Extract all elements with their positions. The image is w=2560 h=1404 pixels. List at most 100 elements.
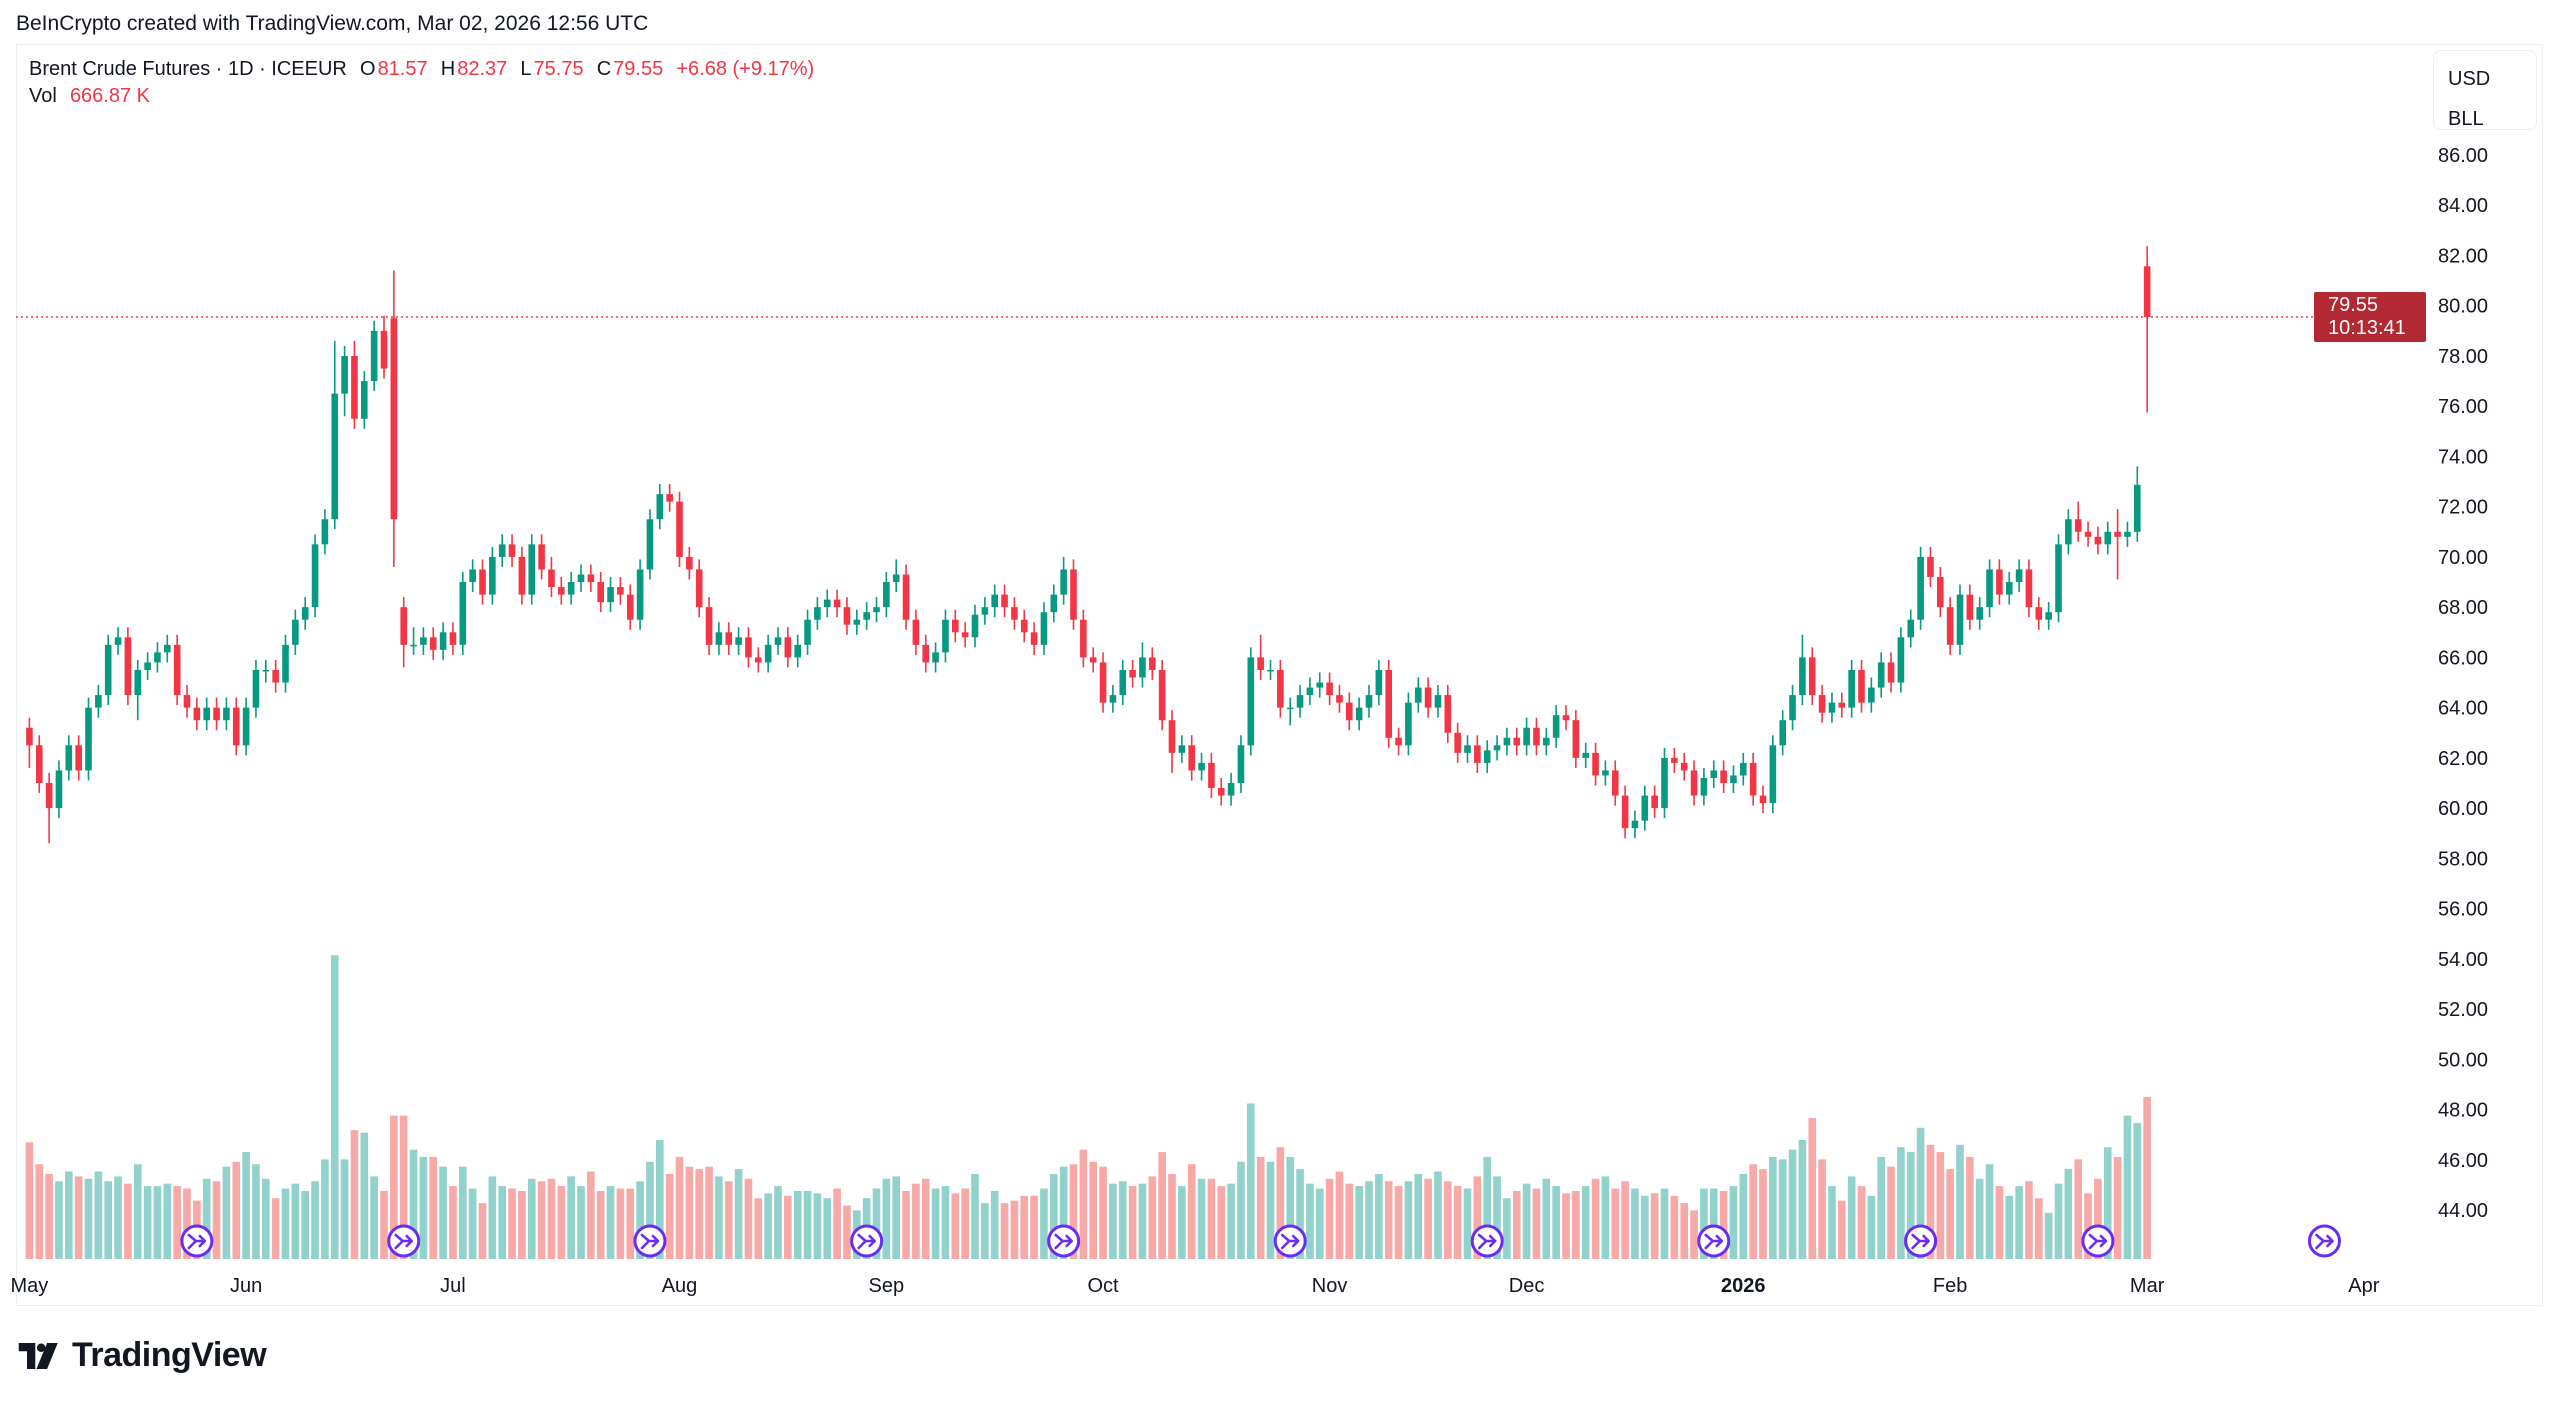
candle-body (65, 745, 73, 771)
candle-body (1513, 737, 1521, 746)
volume-bar (527, 1178, 536, 1259)
candle (558, 577, 565, 605)
volume-bar (1936, 1152, 1945, 1259)
rollover-event-icon[interactable] (180, 1224, 214, 1258)
volume-bar (912, 1183, 920, 1259)
volume-bar (1985, 1164, 1994, 1259)
candle (2045, 602, 2052, 630)
candle (518, 546, 526, 605)
candle-body (1099, 662, 1107, 703)
volume-bar (1838, 1200, 1846, 1259)
candle-body (2074, 519, 2082, 532)
volume-bar (547, 1178, 556, 1259)
candle (1848, 659, 1855, 718)
time-axis: May Jun Jul Aug Sep Oct Nov Dec 2026 Feb Mar Apr (11, 1275, 2380, 1297)
price-tick-label: 60.00 (2438, 798, 2488, 820)
candle (114, 627, 122, 655)
volume-bar (153, 1186, 162, 1259)
rollover-event-icon[interactable] (633, 1224, 667, 1258)
candle-body (607, 587, 614, 603)
candle (1139, 642, 1146, 688)
symbol-name[interactable]: Brent Crude Futures · 1D · ICEEUR (29, 58, 347, 80)
volume-bar (183, 1188, 191, 1259)
volume-bar (1709, 1188, 1718, 1259)
volume-bar (350, 1130, 359, 1259)
candle (390, 270, 398, 567)
candle (1464, 735, 1471, 763)
volume-bar (1769, 1156, 1777, 1259)
candle-body (1986, 569, 1993, 608)
volume-bar (1050, 1173, 1058, 1259)
candle-body (282, 644, 289, 683)
volume-bar (1906, 1152, 1915, 1259)
candle (1986, 559, 1993, 618)
close-label: C (596, 58, 612, 80)
candle-body (1838, 702, 1846, 708)
rollover-event-icon[interactable] (387, 1224, 421, 1258)
volume-bar (941, 1186, 950, 1259)
candle (292, 609, 299, 655)
candle-body (1493, 745, 1501, 751)
rollover-event-icon[interactable] (1904, 1224, 1938, 1258)
volume-bar (262, 1178, 270, 1259)
volume-bar (1375, 1173, 1383, 1259)
rollover-event-icon[interactable] (1047, 1224, 1081, 1258)
volume-bar (330, 955, 339, 1259)
volume-bar (951, 1193, 960, 1259)
candle-body (2005, 582, 2013, 595)
candle (1956, 584, 1964, 655)
volume-label[interactable]: Vol (29, 85, 57, 107)
candle-body (558, 587, 565, 595)
candle-body (2055, 544, 2062, 613)
candle (1631, 810, 1639, 839)
volume-bar (399, 1115, 408, 1259)
volume-bar (45, 1173, 53, 1259)
candle (1099, 652, 1107, 713)
candle-body (1434, 695, 1442, 708)
candle-body (912, 619, 920, 645)
currency-unit-selector[interactable]: USD BLL (2433, 50, 2537, 130)
candle-body (548, 569, 555, 588)
rollover-event-icon[interactable] (1697, 1224, 1731, 1258)
candle (104, 634, 112, 706)
rollover-event-icon[interactable] (2307, 1224, 2341, 1258)
candle (449, 622, 457, 655)
candle (843, 597, 851, 635)
price-tick-label: 52.00 (2438, 999, 2488, 1021)
rollover-event-icon[interactable] (850, 1224, 884, 1258)
price-tick-label: 72.00 (2438, 497, 2488, 519)
current-price-value: 79.55 (2328, 294, 2379, 317)
volume-bar (124, 1183, 132, 1259)
candle (341, 345, 348, 417)
volume-bar (606, 1186, 615, 1259)
candle-body (1050, 594, 1058, 613)
candle-body (1336, 695, 1343, 703)
candle (922, 634, 930, 673)
candle-body (2035, 607, 2043, 620)
candle (814, 597, 821, 630)
time-tick-label: Dec (1509, 1275, 1545, 1297)
rollover-event-icon[interactable] (1273, 1224, 1307, 1258)
volume-bar (2074, 1159, 2082, 1259)
volume-bar (409, 1149, 418, 1259)
candle (1877, 652, 1885, 698)
candle-body (1405, 702, 1412, 746)
volume-bar (665, 1173, 674, 1259)
candle (873, 597, 880, 623)
candle-body (1828, 702, 1836, 713)
tradingview-logo[interactable]: TradingView (18, 1336, 267, 1375)
rollover-event-icon[interactable] (2081, 1224, 2115, 1258)
candle (1808, 647, 1816, 706)
rollover-event-icon[interactable] (1470, 1224, 1504, 1258)
high-label: H (440, 58, 456, 80)
volume-bar (1700, 1188, 1708, 1259)
volume-bar (596, 1190, 605, 1259)
candle (1749, 752, 1757, 806)
candle (1011, 597, 1018, 630)
candle (1523, 717, 1530, 756)
volume-bar (1503, 1198, 1511, 1259)
candle-body (1040, 612, 1048, 645)
candle-body (311, 544, 319, 608)
volume-bar (892, 1176, 900, 1259)
